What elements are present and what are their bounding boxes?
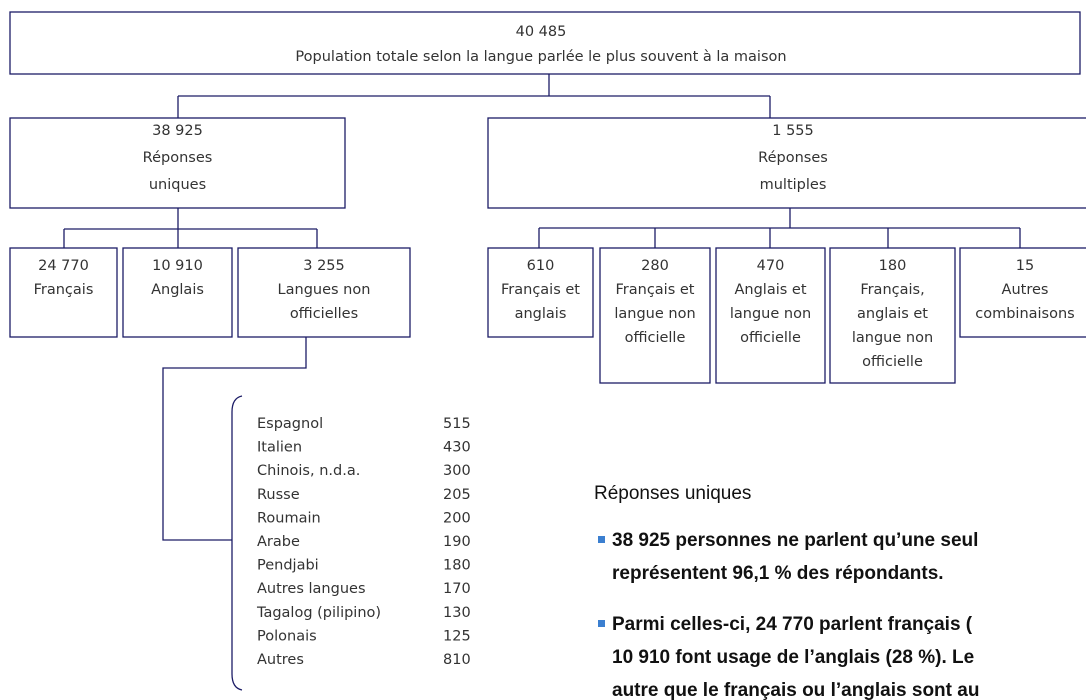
box-label: Anglais — [151, 282, 204, 298]
box-label: Langues non — [278, 282, 371, 298]
list-value: 170 — [443, 581, 471, 597]
box-label: Réponses — [758, 150, 828, 166]
box-label: langue non — [852, 330, 933, 346]
box — [9, 247, 118, 338]
box-value: 38 925 — [152, 123, 203, 139]
box — [599, 247, 711, 384]
box — [487, 117, 1086, 209]
box-label: Réponses — [143, 150, 213, 166]
list-name: Polonais — [257, 628, 317, 644]
list-value: 180 — [443, 558, 471, 574]
box-label: anglais — [515, 306, 567, 322]
box-label: Français et — [501, 282, 580, 298]
box — [9, 11, 1081, 75]
bullet-text: 38 925 personnes ne parlent qu’une seul — [612, 530, 978, 551]
bullet-text: autre que le français ou l’anglais sont … — [612, 680, 979, 700]
list-name: Chinois, n.d.a. — [257, 463, 360, 479]
box-label: langue non — [730, 306, 811, 322]
bullet — [598, 620, 605, 627]
list-name: Autres — [257, 652, 304, 668]
list-name: Autres langues — [257, 581, 366, 597]
box-label: Français — [34, 282, 94, 298]
box — [829, 247, 956, 384]
list-value: 125 — [443, 628, 471, 644]
brace — [231, 395, 243, 691]
box-label: officielle — [625, 330, 686, 346]
box-label: officielle — [740, 330, 801, 346]
list-name: Arabe — [257, 534, 300, 550]
list-name: Russe — [257, 487, 300, 503]
box-value: 180 — [879, 258, 907, 274]
box-value: 610 — [527, 258, 555, 274]
box-label: officielles — [290, 306, 358, 322]
list-value: 205 — [443, 487, 471, 503]
list-value: 810 — [443, 652, 471, 668]
list-value: 300 — [443, 463, 471, 479]
connector — [63, 208, 318, 248]
bullet — [598, 536, 605, 543]
box-value: 15 — [1016, 258, 1034, 274]
box-label: uniques — [149, 177, 206, 193]
box-label: combinaisons — [975, 306, 1074, 322]
list-name: Italien — [257, 440, 302, 456]
box-label: langue non — [614, 306, 695, 322]
bullet-text: représentent 96,1 % des répondants. — [612, 563, 944, 584]
box-label: anglais et — [857, 306, 928, 322]
box-value: 1 555 — [772, 123, 814, 139]
list-value: 515 — [443, 416, 471, 432]
list-value: 430 — [443, 440, 471, 456]
box — [959, 247, 1086, 338]
box-value: 280 — [641, 258, 669, 274]
list-name: Espagnol — [257, 416, 323, 432]
connector — [538, 208, 1021, 248]
list-value: 130 — [443, 605, 471, 621]
list-name: Tagalog (pilipino) — [256, 605, 381, 621]
bullet-text: Parmi celles-ci, 24 770 parlent français… — [612, 614, 973, 635]
box — [122, 247, 233, 338]
connector — [177, 74, 771, 118]
box — [487, 247, 594, 338]
list-name: Pendjabi — [257, 558, 319, 574]
box-value: 3 255 — [303, 258, 345, 274]
list-value: 200 — [443, 510, 471, 526]
section-title: Réponses uniques — [594, 483, 751, 504]
box-label: Autres — [1002, 282, 1049, 298]
box-label: multiples — [760, 177, 827, 193]
box-value: 40 485 — [516, 24, 567, 40]
box — [237, 247, 411, 338]
box — [715, 247, 826, 384]
box-label: Français, — [860, 282, 924, 298]
box-label: officielle — [862, 354, 923, 370]
box-label: Anglais et — [734, 282, 806, 298]
box — [9, 117, 346, 209]
connector — [162, 337, 307, 541]
box-label: Population totale selon la langue parlée… — [295, 49, 786, 65]
bullet-text: 10 910 font usage de l’anglais (28 %). L… — [612, 647, 974, 668]
box-value: 24 770 — [38, 258, 89, 274]
box-value: 470 — [757, 258, 785, 274]
box-value: 10 910 — [152, 258, 203, 274]
list-name: Roumain — [257, 510, 321, 526]
list-value: 190 — [443, 534, 471, 550]
box-label: Français et — [616, 282, 695, 298]
